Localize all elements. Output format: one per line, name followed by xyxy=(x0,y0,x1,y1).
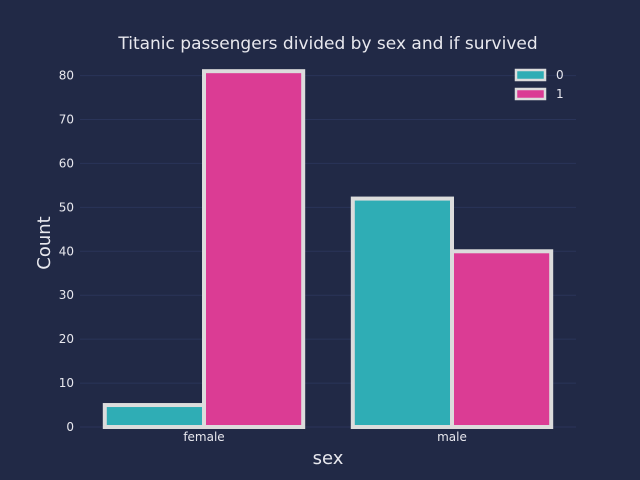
legend-label-1: 1 xyxy=(556,87,564,101)
y-tick-label: 20 xyxy=(59,332,74,346)
y-tick-label: 30 xyxy=(59,288,74,302)
bar-male-1 xyxy=(450,249,554,429)
y-tick-label: 10 xyxy=(59,376,74,390)
y-tick-label: 40 xyxy=(59,244,74,258)
y-tick-label: 70 xyxy=(59,113,74,127)
legend-swatch-1 xyxy=(514,87,547,101)
y-axis-label: Count xyxy=(34,216,55,269)
legend: 01 xyxy=(514,68,564,101)
y-tick-label: 50 xyxy=(59,200,74,214)
bar-female-1 xyxy=(202,69,306,430)
bar-female-0 xyxy=(102,403,206,429)
x-tick-label: male xyxy=(437,430,467,444)
chart-title: Titanic passengers divided by sex and if… xyxy=(117,34,537,54)
y-tick-label: 0 xyxy=(66,420,74,434)
bar-male-0 xyxy=(350,196,454,429)
legend-label-0: 0 xyxy=(556,68,564,82)
x-tick-label: female xyxy=(183,430,224,444)
y-axis-ticks: 0 10 20 30 40 50 60 70 80 xyxy=(59,69,74,434)
x-axis-ticks: female male xyxy=(183,430,467,444)
grid xyxy=(80,75,576,428)
y-tick-label: 80 xyxy=(59,69,74,83)
x-axis-label: sex xyxy=(313,448,344,469)
y-tick-label: 60 xyxy=(59,156,74,170)
legend-swatch-0 xyxy=(514,68,547,82)
bars xyxy=(102,69,554,430)
